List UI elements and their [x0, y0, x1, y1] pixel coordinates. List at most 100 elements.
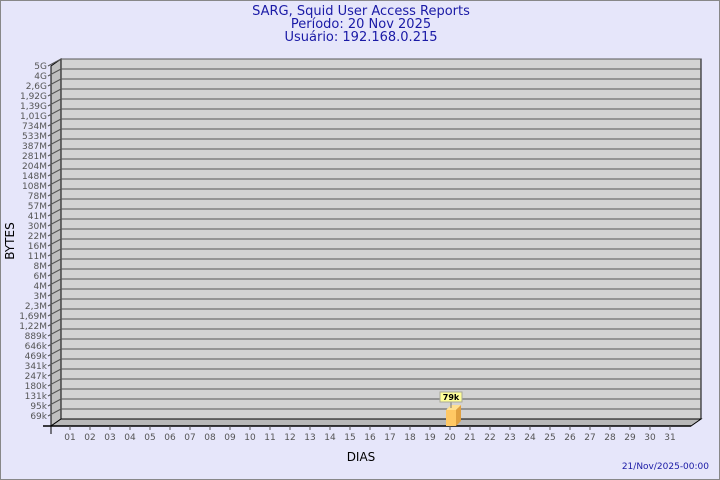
- x-tick-label: 27: [584, 433, 595, 443]
- x-tick-label: 10: [244, 433, 256, 443]
- x-tick-label: 28: [604, 433, 616, 443]
- y-tick-label: 95k: [30, 402, 47, 412]
- x-tick-label: 06: [164, 433, 176, 443]
- y-tick-label: 78M: [28, 192, 47, 202]
- x-tick-label: 16: [364, 433, 376, 443]
- chart-period: Período: 20 Nov 2025: [290, 17, 432, 32]
- x-tick-label: 04: [124, 433, 136, 443]
- y-tick: [47, 338, 62, 347]
- y-tick: [47, 188, 62, 197]
- y-tick: [47, 128, 62, 137]
- y-tick-label: 2,3M: [25, 302, 47, 312]
- x-tick-label: 07: [184, 433, 195, 443]
- y-tick-label: 469k: [25, 352, 48, 362]
- x-tick-label: 19: [424, 433, 436, 443]
- data-label-box: [439, 391, 463, 403]
- y-tick-label: 204M: [22, 162, 47, 172]
- y-tick-label: 1,69M: [19, 312, 47, 322]
- bar-20: [446, 410, 456, 426]
- y-tick: [47, 408, 62, 417]
- y-tick-label: 16M: [28, 242, 47, 252]
- x-tick-label: 15: [344, 433, 355, 443]
- y-tick: [47, 98, 62, 107]
- y-tick: [47, 268, 62, 277]
- y-tick-label: 30M: [28, 222, 47, 232]
- y-tick: [47, 118, 62, 127]
- x-tick-label: 02: [84, 433, 95, 443]
- y-tick: [47, 328, 62, 337]
- y-tick-label: 1,22M: [19, 322, 47, 332]
- x-tick-label: 25: [544, 433, 555, 443]
- y-tick-label: 646k: [25, 342, 48, 352]
- y-tick: [47, 398, 62, 407]
- y-tick: [47, 178, 62, 187]
- x-tick-label: 05: [144, 433, 155, 443]
- y-tick: [47, 358, 62, 367]
- y-tick-label: 41M: [28, 212, 47, 222]
- y-tick: [47, 218, 62, 227]
- y-tick-label: 281M: [22, 152, 47, 162]
- x-tick-label: 03: [104, 433, 115, 443]
- y-tick: [47, 348, 62, 357]
- y-tick: [47, 58, 62, 67]
- y-tick: [47, 108, 62, 117]
- x-tick-label: 18: [404, 433, 416, 443]
- y-tick: [47, 68, 62, 77]
- x-axis-label: DIAS: [347, 450, 376, 464]
- y-tick-label: 148M: [22, 172, 47, 182]
- y-tick: [47, 148, 62, 157]
- y-tick: [47, 288, 62, 297]
- x-tick-label: 22: [484, 433, 495, 443]
- y-tick-label: 4G: [34, 72, 47, 82]
- data-label: 79k: [443, 393, 460, 402]
- y-tick-label: 22M: [28, 232, 47, 242]
- y-tick-label: 69k: [30, 412, 47, 422]
- y-tick: [47, 298, 62, 307]
- x-tick-label: 26: [564, 433, 576, 443]
- x-tick-label: 11: [264, 433, 275, 443]
- y-tick-label: 6M: [34, 272, 48, 282]
- y-tick-label: 247k: [25, 372, 48, 382]
- x-tick-label: 17: [384, 433, 395, 443]
- y-axis-label: BYTES: [3, 222, 17, 259]
- x-tick-label: 30: [644, 433, 656, 443]
- plot-floor: [49, 418, 703, 427]
- x-tick-label: 01: [64, 433, 75, 443]
- y-tick: [47, 308, 62, 317]
- y-tick: [47, 88, 62, 97]
- y-tick-label: 11M: [28, 252, 47, 262]
- x-tick-label: 12: [284, 433, 295, 443]
- y-tick: [47, 278, 62, 287]
- y-tick: [47, 368, 62, 377]
- y-tick-label: 1,92G: [20, 92, 47, 102]
- y-tick: [47, 198, 62, 207]
- x-tick-label: 31: [664, 433, 675, 443]
- bar-side: [456, 405, 461, 426]
- y-tick-label: 4M: [34, 282, 48, 292]
- y-tick: [47, 238, 62, 247]
- x-tick-label: 29: [624, 433, 636, 443]
- y-tick: [47, 158, 62, 167]
- x-tick-label: 21: [464, 433, 475, 443]
- chart-title: SARG, Squid User Access Reports: [252, 4, 470, 19]
- timestamp: 21/Nov/2025-00:00: [621, 462, 709, 472]
- y-tick: [47, 388, 62, 397]
- x-tick-label: 14: [324, 433, 336, 443]
- y-tick-label: 131k: [25, 392, 48, 402]
- x-tick-label: 23: [504, 433, 515, 443]
- chart-user: Usuário: 192.168.0.215: [284, 30, 438, 45]
- y-tick-label: 2,6G: [26, 82, 47, 92]
- y-tick: [47, 318, 62, 327]
- y-tick-label: 8M: [34, 262, 48, 272]
- x-tick-label: 13: [304, 433, 315, 443]
- x-tick-label: 20: [444, 433, 456, 443]
- y-tick-label: 734M: [22, 122, 47, 132]
- x-tick-label: 09: [224, 433, 236, 443]
- y-tick: [47, 248, 62, 257]
- y-tick-label: 387M: [22, 142, 47, 152]
- y-tick-label: 341k: [25, 362, 48, 372]
- y-tick-label: 1,01G: [20, 112, 47, 122]
- y-tick-label: 1,39G: [20, 102, 47, 112]
- y-tick: [47, 228, 62, 237]
